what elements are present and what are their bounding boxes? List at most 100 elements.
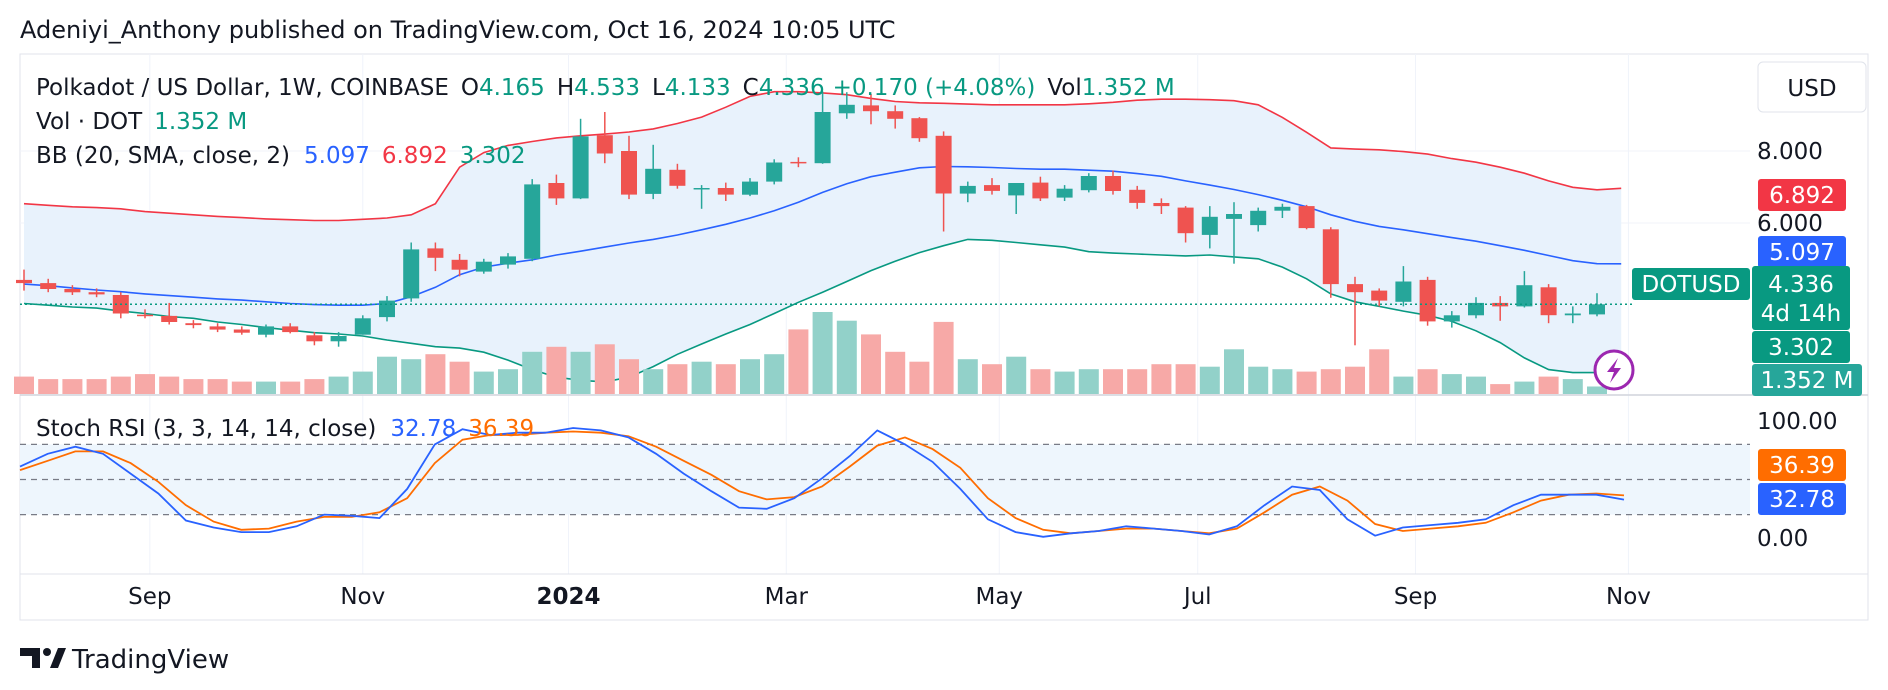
candle-35[interactable] [863, 93, 879, 125]
bb-basis-value: 5.097 [304, 143, 370, 169]
candle-33[interactable] [814, 91, 831, 164]
candle-44[interactable] [1080, 173, 1097, 193]
candle-14[interactable] [354, 315, 371, 335]
candle-body-8 [209, 326, 226, 330]
lightning-icon[interactable] [1593, 349, 1635, 391]
candle-38[interactable] [935, 131, 952, 232]
candle-42[interactable] [1032, 176, 1049, 201]
stoch-k-value: 32.78 [390, 416, 456, 442]
candle-31[interactable] [766, 159, 783, 185]
candle-13[interactable] [330, 332, 347, 347]
candle-16[interactable] [403, 242, 420, 302]
candle-57[interactable] [1395, 266, 1412, 307]
high-label: H [557, 75, 574, 101]
candle-18[interactable] [451, 254, 468, 277]
volume-bar-51 [1248, 366, 1269, 394]
candle-25[interactable] [621, 135, 637, 200]
time-axis[interactable]: Sep Nov 2024 Mar May Jul Sep Nov [128, 584, 1651, 610]
volume-bar-36 [885, 351, 906, 394]
volume-bar-6 [159, 376, 180, 394]
volume-bar-31 [764, 354, 785, 394]
candle-63[interactable] [1540, 284, 1557, 324]
candle-46[interactable] [1129, 185, 1146, 209]
candle-47[interactable] [1153, 198, 1170, 214]
candle-52[interactable] [1274, 203, 1291, 218]
candle-64[interactable] [1564, 306, 1581, 324]
candle-58[interactable] [1419, 276, 1436, 326]
candle-10[interactable] [258, 324, 274, 338]
candle-51[interactable] [1250, 207, 1267, 232]
candle-21[interactable] [524, 179, 541, 262]
candle-37[interactable] [911, 117, 928, 142]
candle-7[interactable] [185, 320, 202, 329]
badge-bb-basis-text: 5.097 [1769, 240, 1835, 266]
candle-50[interactable] [1226, 202, 1242, 264]
candle-55[interactable] [1347, 276, 1363, 346]
candle-17[interactable] [427, 242, 444, 272]
candle-59[interactable] [1443, 311, 1460, 328]
candle-19[interactable] [475, 258, 492, 274]
candle-body-52 [1274, 206, 1291, 211]
candle-3[interactable] [88, 288, 105, 298]
candle-body-54 [1322, 229, 1339, 285]
badge-volume: 1.352 M [1752, 364, 1862, 396]
price-axis[interactable]: 8.000 6.000 100.00 0.00 [1757, 139, 1837, 552]
volume-bar-56 [1369, 349, 1390, 394]
candle-43[interactable] [1056, 185, 1073, 201]
candle-20[interactable] [500, 253, 516, 269]
candle-23[interactable] [572, 118, 589, 200]
time-label-4: May [975, 584, 1023, 610]
candle-body-46 [1129, 189, 1146, 203]
candle-11[interactable] [282, 323, 299, 334]
candle-5[interactable] [137, 309, 153, 319]
candle-22[interactable] [548, 174, 565, 205]
candle-1[interactable] [40, 278, 57, 293]
candle-2[interactable] [64, 285, 81, 295]
time-label-3: Mar [765, 584, 809, 610]
candle-36[interactable] [887, 105, 904, 129]
candles[interactable] [16, 91, 1605, 347]
badge-stoch-d: 36.39 [1758, 449, 1846, 481]
candle-62[interactable] [1516, 271, 1533, 308]
volume-bar-59 [1441, 374, 1462, 394]
volume-bar-20 [498, 369, 518, 394]
candle-24[interactable] [596, 112, 613, 164]
candle-body-7 [185, 323, 202, 326]
candle-53[interactable] [1298, 204, 1315, 230]
candle-body-32 [790, 161, 807, 164]
candle-28[interactable] [693, 185, 710, 209]
candle-12[interactable] [306, 332, 323, 346]
candle-6[interactable] [161, 302, 178, 325]
volume-bar-50 [1224, 349, 1244, 394]
volume-bar-2 [62, 379, 83, 394]
candle-body-44 [1080, 176, 1097, 191]
candle-body-56 [1371, 290, 1388, 301]
volume-bar-19 [473, 371, 494, 394]
candle-45[interactable] [1105, 170, 1121, 195]
candle-body-28 [693, 188, 710, 190]
candle-54[interactable] [1322, 227, 1339, 298]
candle-8[interactable] [209, 323, 226, 333]
candle-body-15 [379, 300, 395, 318]
candle-40[interactable] [984, 178, 1000, 195]
time-label-1: Nov [340, 584, 385, 610]
volume-bar-42 [1030, 369, 1051, 394]
candle-26[interactable] [645, 144, 662, 200]
candle-27[interactable] [669, 163, 686, 189]
candle-60[interactable] [1468, 297, 1484, 319]
candle-49[interactable] [1201, 206, 1218, 249]
candle-32[interactable] [790, 157, 807, 168]
candle-29[interactable] [717, 182, 734, 201]
candle-30[interactable] [742, 178, 758, 197]
currency-button[interactable]: USD [1757, 61, 1867, 113]
candle-39[interactable] [959, 181, 976, 203]
candle-41[interactable] [1008, 183, 1025, 214]
candle-34[interactable] [838, 92, 855, 119]
candle-9[interactable] [233, 326, 250, 335]
candle-48[interactable] [1177, 206, 1194, 243]
candle-0[interactable] [16, 269, 32, 291]
badge-bb-upper-text: 6.892 [1769, 183, 1835, 209]
candle-56[interactable] [1371, 288, 1388, 307]
candle-body-23 [572, 136, 589, 199]
